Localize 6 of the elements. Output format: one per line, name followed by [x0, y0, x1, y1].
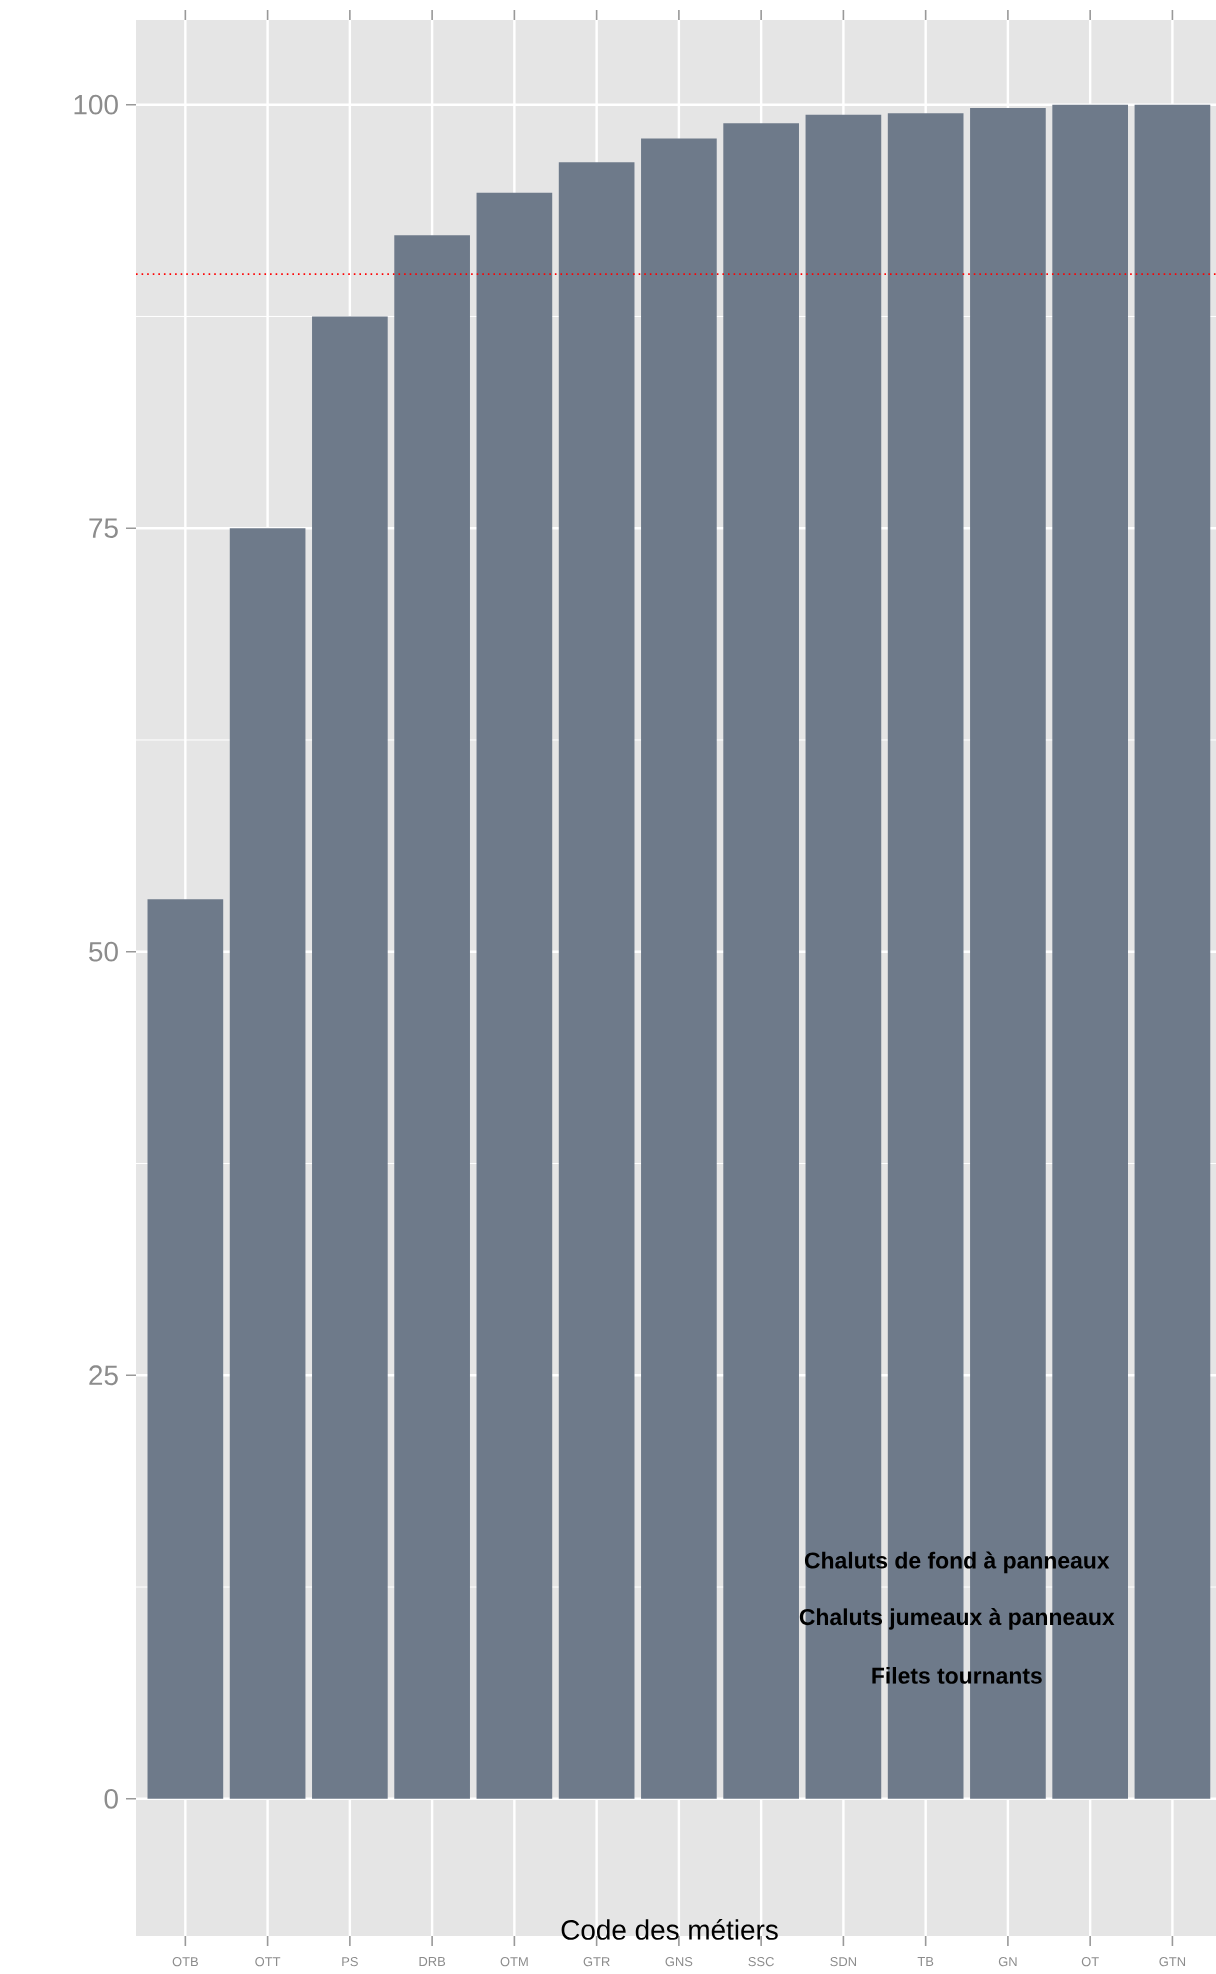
y-tick-label: 75: [89, 518, 118, 538]
x-axis-title: Code des métiers: [561, 1919, 778, 1940]
y-tick-label: 100: [74, 94, 118, 115]
y-tick-label: 50: [89, 941, 118, 962]
y-tick-label: 25: [89, 1365, 118, 1386]
y-tick-label: 0: [104, 1788, 118, 1809]
